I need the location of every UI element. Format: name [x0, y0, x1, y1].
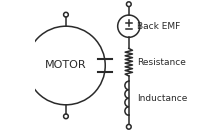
Text: Inductance: Inductance	[137, 94, 187, 103]
Text: Back EMF: Back EMF	[137, 22, 180, 31]
Text: Resistance: Resistance	[137, 58, 186, 67]
Text: MOTOR: MOTOR	[45, 61, 87, 70]
